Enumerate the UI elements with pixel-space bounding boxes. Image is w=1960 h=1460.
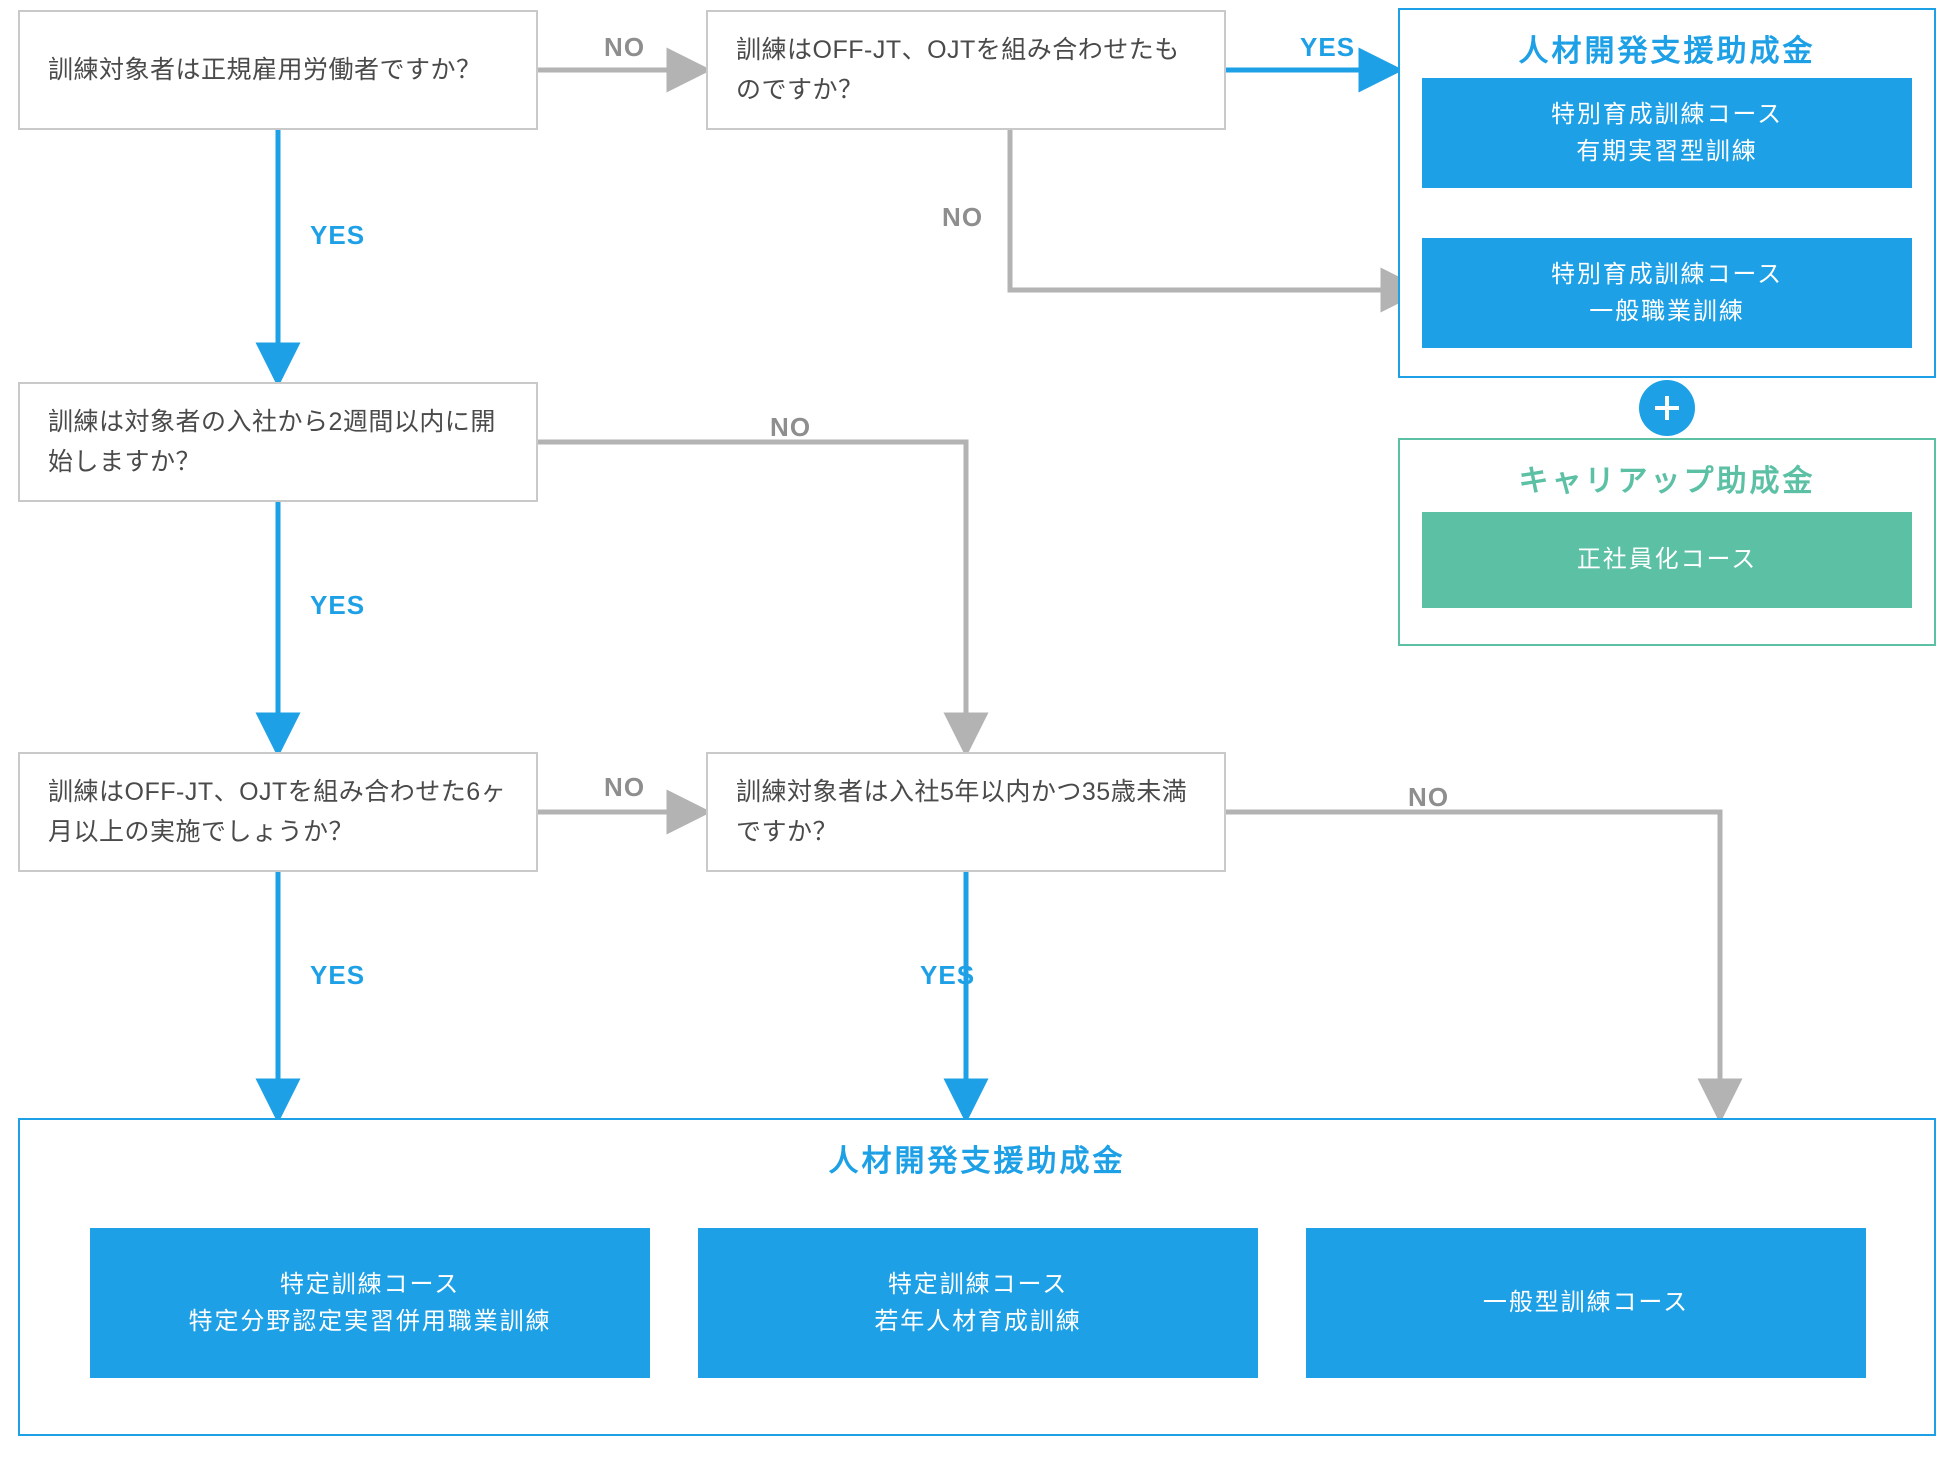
card-line2: 有期実習型訓練 [1576,133,1757,170]
question-q2: 訓練はOFF-JT、OJTを組み合わせたものですか？ [706,10,1226,130]
edge-q5-cardc [1226,812,1720,1116]
card-line2: 特定分野認定実習併用職業訓練 [189,1303,552,1340]
edge-label-q1-q2: NO [604,32,645,63]
question-q5: 訓練対象者は入社5年以内かつ35歳未満ですか？ [706,752,1226,872]
group-bottom-title: 人材開発支援助成金 [20,1136,1934,1180]
group-top-right-title: 人材開発支援助成金 [1400,26,1934,70]
card-tokutei-bunya: 特定訓練コース 特定分野認定実習併用職業訓練 [90,1228,650,1378]
question-q3-text: 訓練は対象者の入社から2週間以内に開始しますか？ [48,402,508,482]
card-line1: 特別育成訓練コース [1551,96,1783,133]
group-career-up-title: キャリアップ助成金 [1400,456,1934,500]
card-seishain: 正社員化コース [1422,512,1912,608]
card-line1: 一般型訓練コース [1483,1284,1689,1321]
card-tokubetsu-yuki: 特別育成訓練コース 有期実習型訓練 [1422,78,1912,188]
card-ippan-kunren: 一般型訓練コース [1306,1228,1866,1378]
edge-label-q4-q5: NO [604,772,645,803]
edge-q2-cardb [1010,130,1418,290]
edge-label-q5-bottom: YES [920,960,975,991]
edge-label-q3-q4: YES [310,590,365,621]
card-line2: 若年人材育成訓練 [874,1303,1081,1340]
card-line1: 正社員化コース [1577,541,1757,578]
question-q4-text: 訓練はOFF-JT、OJTを組み合わせた6ヶ月以上の実施でしょうか？ [48,772,508,852]
question-q1-text: 訓練対象者は正規雇用労働者ですか？ [48,50,482,90]
edge-label-q3-q5: NO [770,412,811,443]
edge-q3-q5 [538,442,966,750]
question-q1: 訓練対象者は正規雇用労働者ですか？ [18,10,538,130]
edge-label-q2-tr: YES [1300,32,1355,63]
card-line1: 特定訓練コース [280,1266,460,1303]
edge-label-q2-trb: NO [942,202,983,233]
plus-icon [1639,380,1695,436]
question-q4: 訓練はOFF-JT、OJTを組み合わせた6ヶ月以上の実施でしょうか？ [18,752,538,872]
question-q5-text: 訓練対象者は入社5年以内かつ35歳未満ですか？ [736,772,1196,852]
edge-label-q5-btc: NO [1408,782,1449,813]
question-q2-text: 訓練はOFF-JT、OJTを組み合わせたものですか？ [736,30,1196,110]
card-line1: 特定訓練コース [888,1266,1068,1303]
edge-label-q4-bottom: YES [310,960,365,991]
card-jakunen: 特定訓練コース 若年人材育成訓練 [698,1228,1258,1378]
question-q3: 訓練は対象者の入社から2週間以内に開始しますか？ [18,382,538,502]
card-tokubetsu-ippan: 特別育成訓練コース 一般職業訓練 [1422,238,1912,348]
card-line2: 一般職業訓練 [1589,293,1745,330]
flowchart-canvas: 訓練対象者は正規雇用労働者ですか？ 訓練はOFF-JT、OJTを組み合わせたもの… [0,0,1960,1460]
edge-label-q1-q3: YES [310,220,365,251]
card-line1: 特別育成訓練コース [1551,256,1783,293]
